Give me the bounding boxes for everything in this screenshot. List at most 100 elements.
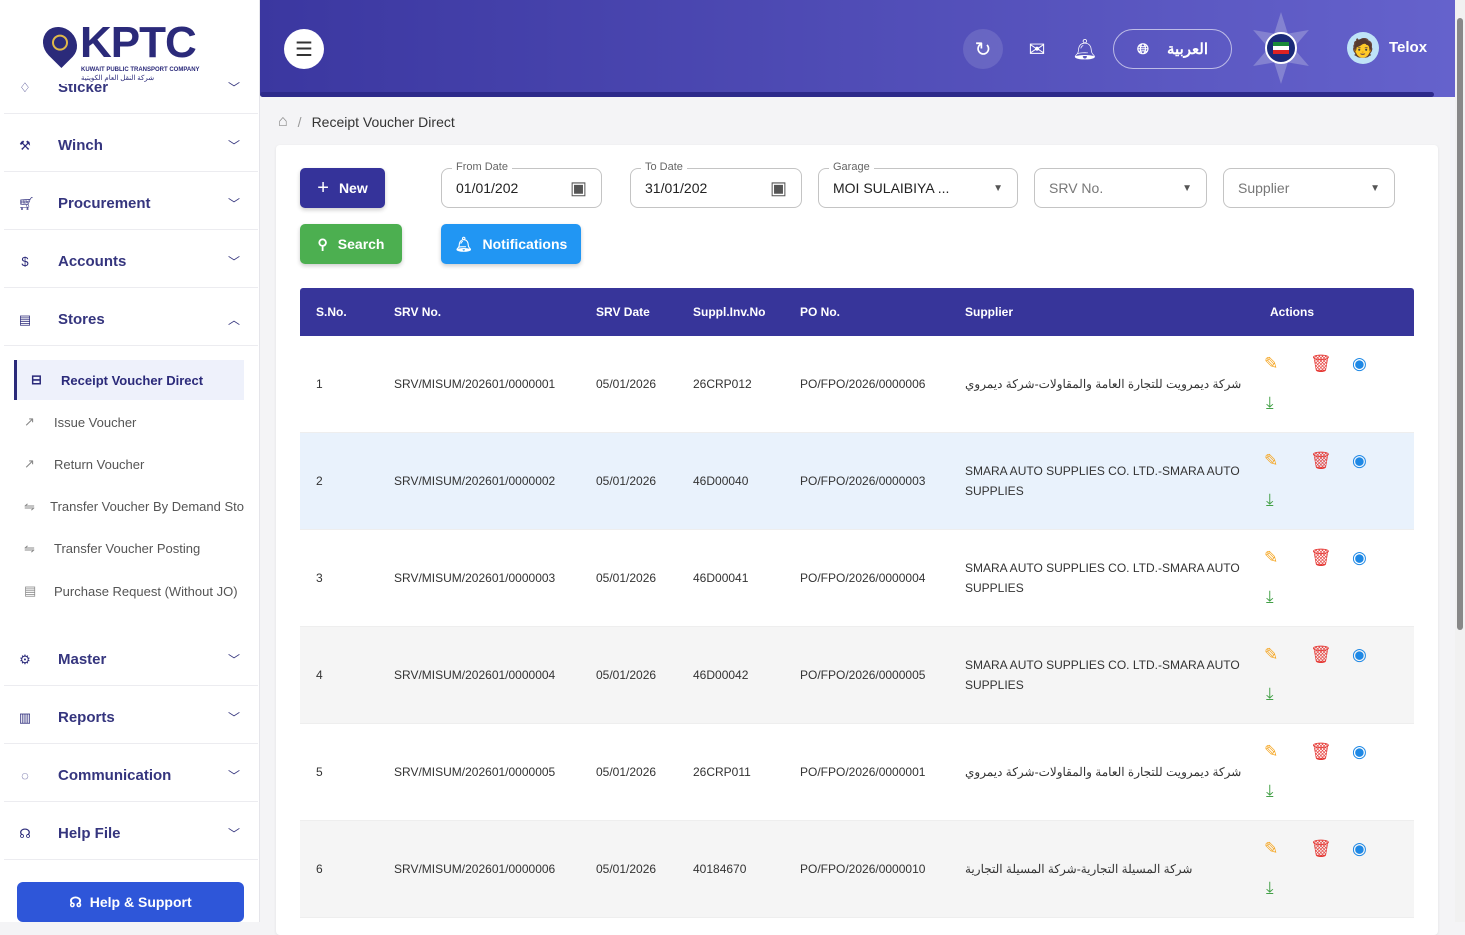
search-label: Search xyxy=(337,236,385,252)
search-button[interactable]: ⚲ Search xyxy=(300,224,402,264)
view-icon[interactable]: ◉ xyxy=(1352,838,1367,858)
caret-down-icon: ▼ xyxy=(1182,182,1192,194)
caret-down-icon: ▼ xyxy=(993,182,1003,194)
home-icon[interactable]: ⌂ xyxy=(278,113,288,130)
view-icon[interactable]: ◉ xyxy=(1352,644,1367,664)
chevron-down-icon: ﹀ xyxy=(227,255,240,269)
scrollbar[interactable] xyxy=(1455,0,1465,922)
view-icon[interactable]: ◉ xyxy=(1352,353,1367,373)
submenu-item[interactable]: ↗ Return Voucher xyxy=(14,444,244,484)
menu-toggle-button[interactable]: ☰ xyxy=(284,29,324,69)
location-pin-icon xyxy=(35,19,85,69)
caret-down-icon: ▼ xyxy=(1370,182,1380,194)
mail-icon: ✉ xyxy=(1028,38,1046,61)
submenu-item-label: Purchase Request (Without JO) xyxy=(54,583,238,599)
sidebar-item-communication[interactable]: ◌ Communication ﹀ xyxy=(4,750,258,802)
sidebar-item-help-file[interactable]: ☊ Help File ﹀ xyxy=(4,808,258,860)
logo-text: KPTC xyxy=(80,18,197,67)
garage-select[interactable]: Garage MOI SULAIBIYA ... ▼ xyxy=(818,161,1018,208)
delete-icon[interactable]: 🗑︎ xyxy=(1310,838,1332,858)
notifications-bell-button[interactable]: 🔔︎ xyxy=(1065,29,1105,69)
submenu-item[interactable]: ⇋ Transfer Voucher By Demand Sto xyxy=(14,487,244,527)
srv-no-select[interactable]: SRV No. ▼ xyxy=(1034,168,1207,208)
delete-icon[interactable]: 🗑︎ xyxy=(1310,741,1332,761)
table-cell: SMARA AUTO SUPPLIES CO. LTD.-SMARA AUTO … xyxy=(965,464,1240,498)
calendar-icon[interactable]: ▣ xyxy=(569,177,587,198)
user-name[interactable]: Telox xyxy=(1389,39,1428,56)
submenu-item[interactable]: ↗ Issue Voucher xyxy=(14,402,244,442)
sidebar-item-label: Procurement xyxy=(58,195,151,212)
delete-icon[interactable]: 🗑︎ xyxy=(1310,547,1332,567)
sidebar-item-reports[interactable]: ▥ Reports ﹀ xyxy=(4,692,258,744)
sidebar-item-accounts[interactable]: $ Accounts ﹀ xyxy=(4,236,258,288)
chevron-down-icon: ﹀ xyxy=(227,197,240,211)
chart-icon: ▥ xyxy=(18,709,32,725)
table-row[interactable]: 4 SRV/MISUM/202601/0000004 05/01/2026 46D00… xyxy=(300,627,1414,724)
avatar[interactable]: 🧑 xyxy=(1347,32,1379,64)
bell-icon: 🔔︎ xyxy=(454,235,473,252)
sidebar-item-master[interactable]: ⚙ Master ﹀ xyxy=(4,634,258,686)
notifications-button[interactable]: 🔔︎ Notifications xyxy=(441,224,581,264)
submenu-item[interactable]: ⊟ Receipt Voucher Direct xyxy=(14,360,244,400)
top-header: ☰ ↻ ✉ 🔔︎ 🌐︎ العربية 🧑 Telox xyxy=(260,0,1455,97)
language-toggle[interactable]: 🌐︎ العربية xyxy=(1113,29,1232,69)
submenu-item-label: Return Voucher xyxy=(54,456,145,472)
refresh-button[interactable]: ↻ xyxy=(963,29,1003,69)
edit-icon[interactable]: ✎ xyxy=(1264,547,1279,567)
table-cell: 5 xyxy=(316,765,323,779)
from-date-field[interactable]: From Date 01/01/202 ▣ xyxy=(441,161,602,208)
sidebar-item-winch[interactable]: ⚒ Winch ﹀ xyxy=(4,120,258,172)
edit-icon[interactable]: ✎ xyxy=(1264,450,1279,470)
sidebar-item-procurement[interactable]: 🛒︎ Procurement ﹀ xyxy=(4,178,258,230)
edit-icon[interactable]: ✎ xyxy=(1264,838,1279,858)
table-row[interactable]: 1 SRV/MISUM/202601/0000001 05/01/2026 26CRP… xyxy=(300,336,1414,433)
download-icon[interactable]: ⤓ xyxy=(1266,780,1274,800)
edit-icon[interactable]: ✎ xyxy=(1264,644,1279,664)
mail-button[interactable]: ✉ xyxy=(1017,29,1057,69)
help-support-button[interactable]: ☊ Help & Support xyxy=(17,882,244,922)
sidebar-item-stores[interactable]: ▤ Stores ︿ xyxy=(4,294,258,346)
view-icon[interactable]: ◉ xyxy=(1352,741,1367,761)
download-icon[interactable]: ⤓ xyxy=(1266,683,1274,703)
table-cell: SRV/MISUM/202601/0000001 xyxy=(394,377,556,391)
submenu-item[interactable]: ▤ Purchase Request (Without JO) xyxy=(14,571,244,611)
chevron-down-icon: ﹀ xyxy=(227,769,240,783)
dollar-icon: $ xyxy=(21,254,29,269)
download-icon[interactable]: ⤓ xyxy=(1266,392,1274,412)
delete-icon[interactable]: 🗑︎ xyxy=(1310,353,1332,373)
scrollbar-thumb[interactable] xyxy=(1457,18,1463,630)
table-row[interactable]: 3 SRV/MISUM/202601/0000003 05/01/2026 46D00… xyxy=(300,530,1414,627)
from-date-value: 01/01/202 xyxy=(456,180,519,196)
table-cell: 05/01/2026 xyxy=(596,571,657,585)
breadcrumb: ⌂ / Receipt Voucher Direct xyxy=(278,113,455,131)
table-row[interactable]: 5 SRV/MISUM/202601/0000005 05/01/2026 26CRP… xyxy=(300,724,1414,821)
table-cell: SRV/MISUM/202601/0000006 xyxy=(394,862,556,876)
chat-icon: ◌ xyxy=(21,768,29,783)
row-actions: ✎ 🗑︎ ◉ ⤓ xyxy=(1254,433,1414,530)
table-cell: شركة ديمرويت للتجارة العامة والمقاولات-ش… xyxy=(965,765,1242,779)
to-date-field[interactable]: To Date 31/01/202 ▣ xyxy=(630,161,802,208)
view-icon[interactable]: ◉ xyxy=(1352,450,1367,470)
download-icon[interactable]: ⤓ xyxy=(1266,586,1274,606)
view-icon[interactable]: ◉ xyxy=(1352,547,1367,567)
delete-icon[interactable]: 🗑︎ xyxy=(1310,450,1332,470)
column-header: SRV No. xyxy=(394,305,442,319)
breadcrumb-separator: / xyxy=(297,114,302,130)
calendar-icon[interactable]: ▣ xyxy=(769,177,787,198)
new-button[interactable]: + New xyxy=(300,168,385,208)
table-cell: 46D00041 xyxy=(693,571,749,585)
download-icon[interactable]: ⤓ xyxy=(1266,489,1274,509)
supplier-select[interactable]: Supplier ▼ xyxy=(1223,168,1395,208)
edit-icon[interactable]: ✎ xyxy=(1264,741,1279,761)
submenu-item[interactable]: ⇋ Transfer Voucher Posting xyxy=(14,529,244,569)
table-row[interactable]: 6 SRV/MISUM/202601/0000006 05/01/2026 40184… xyxy=(300,821,1414,918)
delete-icon[interactable]: 🗑︎ xyxy=(1310,644,1332,664)
table-row[interactable]: 2 SRV/MISUM/202601/0000002 05/01/2026 46D00… xyxy=(300,433,1414,530)
chevron-up-icon: ︿ xyxy=(227,313,240,327)
table-cell: شركة المسيلة التجارية-شركة المسيلة التجا… xyxy=(965,862,1193,876)
download-icon[interactable]: ⤓ xyxy=(1266,877,1274,897)
table-cell: 46D00040 xyxy=(693,474,749,488)
sidebar-item-label: Communication xyxy=(58,767,172,784)
column-header: Suppl.Inv.No xyxy=(693,305,766,319)
edit-icon[interactable]: ✎ xyxy=(1264,353,1279,373)
